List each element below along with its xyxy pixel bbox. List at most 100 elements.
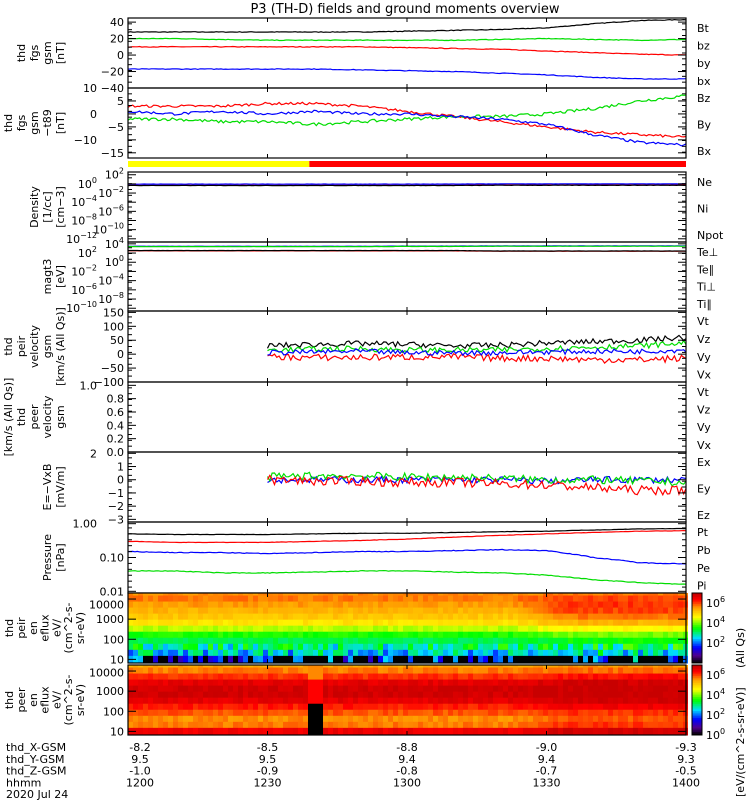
y-tick-label: 104: [105, 236, 124, 251]
spectrogram-cell: [473, 673, 478, 680]
spectrogram-cell: [543, 715, 548, 722]
spectrogram-cell: [543, 637, 548, 644]
spectrogram-cell: [368, 595, 373, 602]
spectrogram-cell: [173, 595, 178, 602]
spectrogram-cell: [168, 631, 173, 638]
spectrogram-cell: [363, 649, 368, 656]
spectrogram-cell: [558, 709, 563, 716]
spectrogram-cell: [593, 697, 598, 704]
spectrogram-cell: [653, 595, 658, 602]
spectrogram-cell: [228, 607, 233, 614]
spectrogram-cell: [673, 601, 678, 608]
spectrogram-cell: [258, 649, 263, 656]
spectrogram-cell: [508, 727, 513, 735]
spectrogram-cell: [503, 643, 508, 650]
mode-bar-segment: [128, 161, 309, 167]
y-axis-label: peer: [28, 404, 41, 430]
spectrogram-cell: [323, 667, 328, 674]
spectrogram-cell: [158, 697, 163, 704]
spectrogram-cell: [193, 691, 198, 698]
spectrogram-cell: [208, 643, 213, 650]
spectrogram-cell: [398, 697, 403, 704]
spectrogram-cell: [573, 727, 578, 735]
spectrogram-cell: [653, 601, 658, 608]
spectrogram-cell: [143, 679, 148, 686]
spectrogram-cell: [143, 673, 148, 680]
spectrogram-cell: [673, 613, 678, 620]
spectrogram-cell: [593, 625, 598, 632]
spectrogram-cell: [153, 691, 158, 698]
spectrogram-cell: [373, 625, 378, 632]
spectrogram-cell: [568, 721, 573, 728]
spectrogram-cell: [498, 709, 503, 716]
spectrogram-cell: [678, 643, 683, 650]
spectrogram-cell: [513, 595, 518, 602]
spectrogram-cell: [338, 727, 343, 735]
spectrogram-cell: [578, 697, 583, 704]
spectrogram-cell: [313, 649, 318, 656]
spectrogram-cell: [233, 601, 238, 608]
spectrogram-cell: [488, 679, 493, 686]
spectrogram-cell: [363, 667, 368, 674]
spectrogram-cell: [328, 703, 333, 710]
spectrogram-cell: [558, 601, 563, 608]
series-line-Te∥: [128, 250, 686, 251]
spectrogram-cell: [253, 607, 258, 614]
spectrogram-cell: [328, 637, 333, 644]
spectrogram-cell: [208, 709, 213, 716]
spectrogram-cell: [213, 637, 218, 644]
spectrogram-cell: [623, 703, 628, 710]
spectrogram-cell: [228, 643, 233, 650]
spectrogram-cell: [243, 727, 248, 735]
y-tick-label: 5: [117, 95, 124, 108]
spectrogram-cell: [398, 715, 403, 722]
spectrogram-cell: [638, 607, 643, 614]
y-axis-label: thd: [15, 44, 28, 62]
spectrogram-cell: [458, 685, 463, 692]
spectrogram-cell: [653, 619, 658, 626]
spectrogram-cell: [303, 613, 308, 620]
spectrogram-cell: [233, 679, 238, 686]
spectrogram-cell: [518, 613, 523, 620]
spectrogram-cell: [253, 721, 258, 728]
spectrogram-cell: [673, 697, 678, 704]
spectrogram-cell: [353, 607, 358, 614]
legend-by: by: [697, 57, 711, 70]
y-tick-label: 20: [110, 33, 124, 46]
spectrogram-cell: [648, 643, 653, 650]
spectrogram-cell: [333, 613, 338, 620]
spectrogram-cell: [528, 601, 533, 608]
spectrogram-cell: [608, 601, 613, 608]
spectrogram-cell: [668, 703, 673, 710]
spectrogram-cell: [428, 601, 433, 608]
spectrogram-cell: [418, 691, 423, 698]
spectrogram-cell: [673, 685, 678, 692]
spectrogram-cell: [488, 721, 493, 728]
spectrogram-cell: [243, 679, 248, 686]
spectrogram-cell: [363, 631, 368, 638]
spectrogram-cell: [243, 649, 248, 656]
spectrogram-cell: [513, 631, 518, 638]
spectrogram-cell: [153, 601, 158, 608]
spectrogram-cell: [598, 715, 603, 722]
legend-Bx: Bx: [697, 145, 712, 158]
spectrogram-cell: [318, 649, 323, 656]
y-tick-label: 0: [90, 108, 97, 121]
spectrogram-cell: [383, 607, 388, 614]
spectrogram-cell: [678, 721, 683, 728]
spectrogram-cell: [468, 619, 473, 626]
spectrogram-cell: [433, 625, 438, 632]
spectrogram-cell: [393, 631, 398, 638]
spectrogram-cell: [488, 667, 493, 674]
spectrogram-cell: [378, 709, 383, 716]
spectrogram-cell: [653, 607, 658, 614]
spectrogram-cell: [558, 595, 563, 602]
legend-Vt: Vt: [697, 386, 710, 399]
spectrogram-cell: [523, 715, 528, 722]
spectrogram-cell: [533, 607, 538, 614]
spectrogram-cell: [278, 607, 283, 614]
spectrogram-cell: [288, 625, 293, 632]
spectrogram-cell: [583, 709, 588, 716]
spectrogram-cell: [418, 619, 423, 626]
spectrogram-cell: [203, 673, 208, 680]
